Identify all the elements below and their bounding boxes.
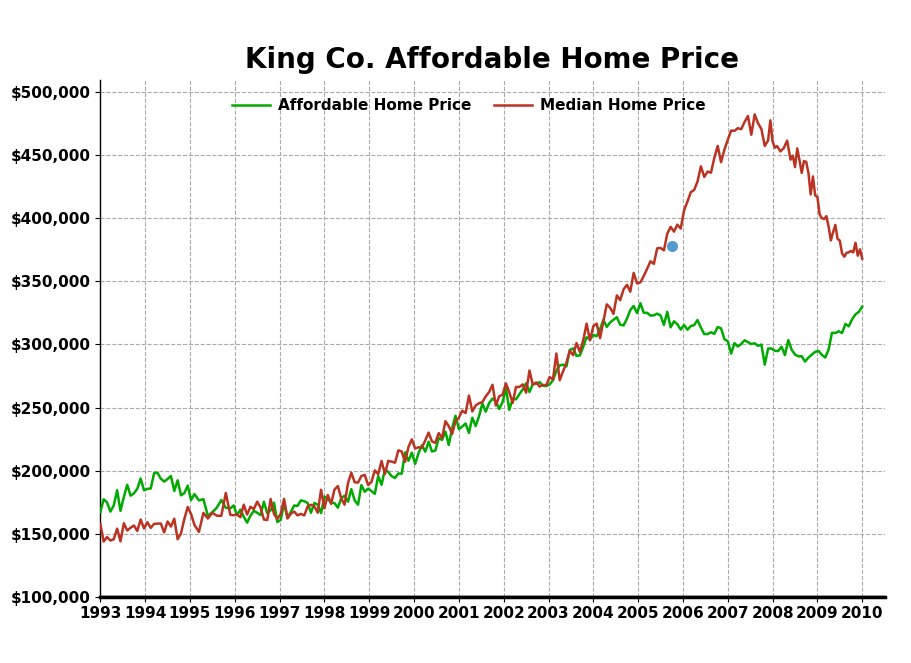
Affordable Home Price <box>261 509 272 517</box>
Median Home Price <box>98 538 109 546</box>
Line: Affordable Home Price: Affordable Home Price <box>100 303 861 522</box>
Median Home Price <box>534 383 545 391</box>
Median Home Price <box>95 520 106 528</box>
Line: Median Home Price: Median Home Price <box>100 115 861 542</box>
Title: King Co. Affordable Home Price: King Co. Affordable Home Price <box>245 46 739 74</box>
Affordable Home Price <box>855 302 866 310</box>
Median Home Price <box>855 255 866 263</box>
Median Home Price <box>789 163 800 171</box>
Legend: Affordable Home Price, Median Home Price: Affordable Home Price, Median Home Price <box>225 92 711 119</box>
Affordable Home Price <box>715 324 726 332</box>
Affordable Home Price <box>738 336 749 344</box>
Affordable Home Price <box>630 309 641 317</box>
Affordable Home Price <box>315 509 326 517</box>
Median Home Price <box>748 111 759 119</box>
Affordable Home Price <box>634 299 645 307</box>
Median Home Price <box>644 257 655 265</box>
Affordable Home Price <box>708 330 719 337</box>
Affordable Home Price <box>241 518 252 526</box>
Median Home Price <box>255 503 266 511</box>
Affordable Home Price <box>95 508 106 516</box>
Median Home Price <box>852 252 863 260</box>
Median Home Price <box>312 509 322 516</box>
